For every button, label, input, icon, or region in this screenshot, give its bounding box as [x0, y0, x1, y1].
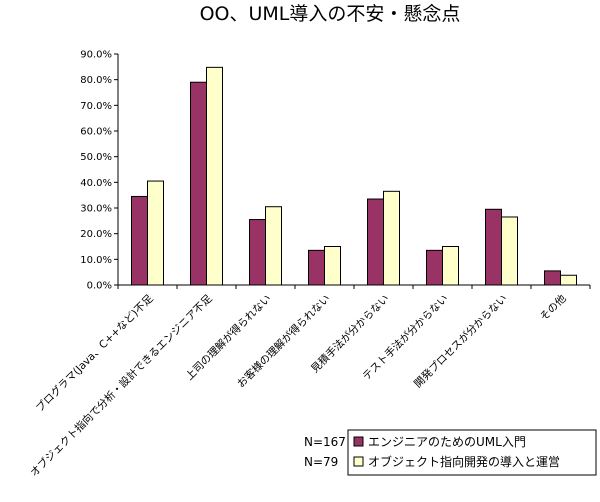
bar-series2-6 — [442, 246, 459, 286]
legend-label-1: エンジニアのためのUML入門 — [368, 435, 526, 449]
bar-series1-8 — [544, 270, 561, 286]
y-tick-label: 70.0% — [80, 101, 112, 112]
bar-series2-5 — [383, 190, 400, 286]
y-tick-label: 40.0% — [80, 178, 112, 189]
y-tick-label: 80.0% — [80, 75, 112, 86]
bar-series1-4 — [308, 249, 325, 286]
x-category-label: お客様の理解が得られない — [234, 292, 332, 390]
legend-swatch-2 — [353, 456, 364, 467]
y-tick-label: 30.0% — [80, 204, 112, 215]
bar-series1-6 — [426, 249, 443, 286]
bar-series1-1 — [131, 195, 148, 286]
bar-series2-2 — [206, 66, 223, 286]
y-tick-label: 90.0% — [80, 50, 112, 61]
bar-series1-2 — [190, 81, 207, 286]
x-category-label: その他 — [537, 292, 569, 324]
bar-series2-4 — [324, 246, 341, 286]
legend-swatch-1 — [353, 436, 364, 447]
legend: エンジニアのためのUML入門 N=167 オブジェクト指向開発の導入と運営 N=79 — [304, 429, 597, 476]
y-tick-label: 0.0% — [87, 281, 112, 292]
bar-series2-7 — [501, 216, 518, 286]
legend-label-2: オブジェクト指向開発の導入と運営 — [368, 454, 560, 469]
x-category-label: プログラマ(Java、C++など)不足 — [33, 292, 156, 415]
legend-box — [347, 429, 597, 476]
y-tick-label: 60.0% — [80, 127, 112, 138]
y-tick-label: 20.0% — [80, 229, 112, 240]
sample-size-1: N=167 — [304, 435, 346, 449]
bar-series2-8 — [560, 274, 577, 286]
sample-size-2: N=79 — [304, 455, 338, 469]
plot-area: 0.0% 10.0% 20.0% 30.0% 40.0% 50.0% 60.0% 70.0% 8… — [27, 50, 591, 479]
bar-series1-3 — [249, 219, 266, 286]
bar-series1-5 — [367, 198, 384, 286]
y-tick-label: 10.0% — [80, 255, 112, 266]
chart-title: OO、UML導入の不安・懸念点 — [200, 2, 461, 25]
bar-series2-1 — [147, 180, 164, 286]
bar-series1-7 — [485, 208, 502, 286]
bar-series2-3 — [265, 206, 282, 286]
x-category-label: 開発プロセスが分からない — [411, 292, 509, 390]
y-tick-label: 50.0% — [80, 152, 112, 163]
